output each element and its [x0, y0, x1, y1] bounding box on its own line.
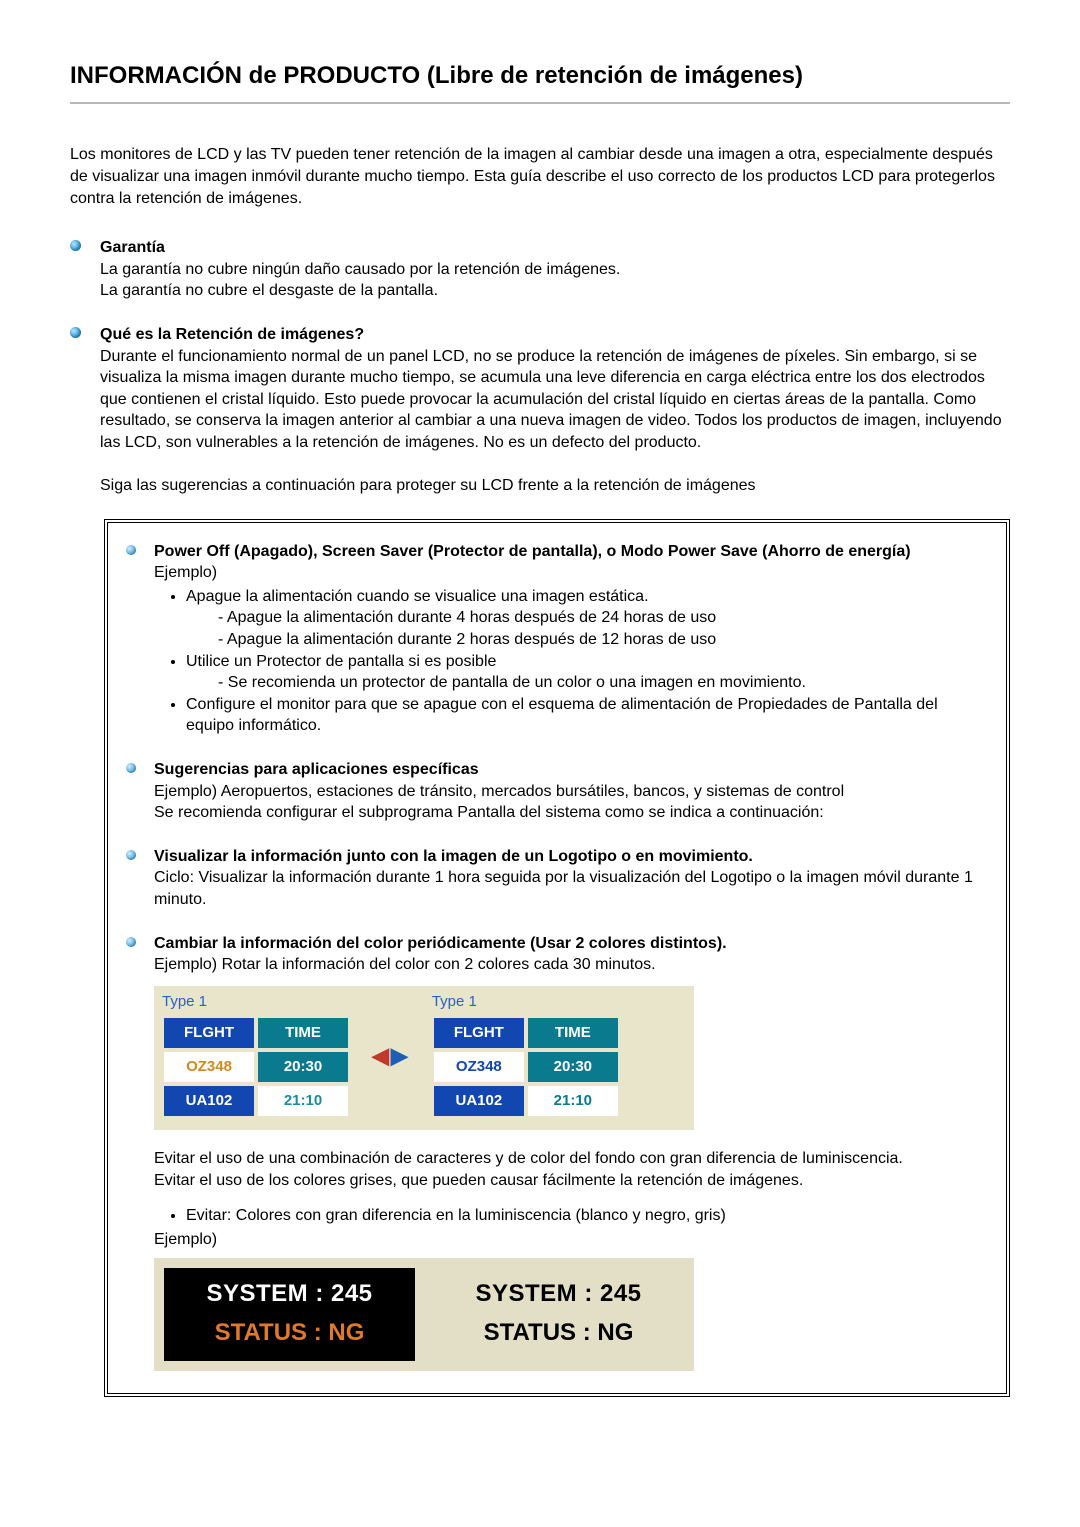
- table-cell: 21:10: [258, 1086, 348, 1116]
- body-text: La garantía no cubre el desgaste de la p…: [100, 280, 1010, 302]
- body-text: La garantía no cubre ningún daño causado…: [100, 259, 1010, 281]
- body-text: Ejemplo): [154, 1229, 984, 1251]
- table-cell: UA102: [164, 1086, 254, 1116]
- body-text: Ciclo: Visualizar la información durante…: [154, 867, 984, 910]
- intro-text: Los monitores de LCD y las TV pueden ten…: [70, 144, 1010, 209]
- body-text: Apague la alimentación cuando se visuali…: [186, 588, 649, 605]
- body-text: Evitar el uso de una combinación de cara…: [154, 1148, 984, 1170]
- swap-arrows-icon: ◀▶: [372, 1041, 410, 1071]
- list-item: Apague la alimentación cuando se visuali…: [186, 586, 984, 651]
- flight-table-left: FLGHT TIME OZ348 20:30 UA102 21:10: [160, 1014, 352, 1120]
- system-text: SYSTEM : 245: [437, 1278, 680, 1310]
- list-item: Evitar: Colores con gran diferencia en l…: [186, 1205, 984, 1227]
- table-cell: 20:30: [258, 1052, 348, 1082]
- list-item: Configure el monitor para que se apague …: [186, 694, 984, 737]
- section-title: Qué es la Retención de imágenes?: [100, 324, 1010, 346]
- table-header: TIME: [528, 1018, 618, 1048]
- box-section-poweroff: Power Off (Apagado), Screen Saver (Prote…: [126, 541, 984, 737]
- table-cell: OZ348: [434, 1052, 524, 1082]
- section-title: Garantía: [100, 237, 1010, 259]
- body-text: Configure el monitor para que se apague …: [186, 696, 938, 735]
- figure-caption: Type 1: [430, 992, 622, 1014]
- bullet-icon: [126, 545, 136, 555]
- body-text: Siga las sugerencias a continuación para…: [100, 475, 1010, 497]
- table-header: FLGHT: [164, 1018, 254, 1048]
- system-status-figure: SYSTEM : 245 STATUS : NG SYSTEM : 245 ST…: [154, 1258, 694, 1371]
- flight-table-right: FLGHT TIME OZ348 20:30 UA102 21:10: [430, 1014, 622, 1120]
- body-text: - Apague la alimentación durante 2 horas…: [186, 629, 984, 651]
- table-cell: 21:10: [528, 1086, 618, 1116]
- bullet-icon: [126, 937, 136, 947]
- body-text: Ejemplo): [154, 562, 984, 584]
- system-box-dark: SYSTEM : 245 STATUS : NG: [164, 1268, 415, 1361]
- title-divider: [70, 102, 1010, 104]
- body-text: Utilice un Protector de pantalla si es p…: [186, 653, 496, 670]
- status-text: STATUS : NG: [168, 1317, 411, 1349]
- table-cell: 20:30: [528, 1052, 618, 1082]
- body-text: Ejemplo) Rotar la información del color …: [154, 954, 984, 976]
- figure-caption: Type 1: [160, 992, 352, 1014]
- box-section-logo: Visualizar la información junto con la i…: [126, 846, 984, 911]
- system-text: SYSTEM : 245: [168, 1278, 411, 1310]
- bullet-icon: [126, 763, 136, 773]
- table-header: FLGHT: [434, 1018, 524, 1048]
- table-cell: OZ348: [164, 1052, 254, 1082]
- box-section-title: Sugerencias para aplicaciones específica…: [154, 759, 984, 781]
- table-header: TIME: [258, 1018, 348, 1048]
- status-text: STATUS : NG: [437, 1317, 680, 1349]
- section-garantia: Garantía La garantía no cubre ningún dañ…: [70, 237, 1010, 302]
- body-text: - Se recomienda un protector de pantalla…: [186, 672, 984, 694]
- table-cell: UA102: [434, 1086, 524, 1116]
- box-section-apps: Sugerencias para aplicaciones específica…: [126, 759, 984, 824]
- box-section-title: Power Off (Apagado), Screen Saver (Prote…: [154, 541, 984, 563]
- body-text: Ejemplo) Aeropuertos, estaciones de trán…: [154, 781, 984, 803]
- box-section-title: Visualizar la información junto con la i…: [154, 846, 984, 868]
- body-text: - Apague la alimentación durante 4 horas…: [186, 607, 984, 629]
- box-section-title: Cambiar la información del color periódi…: [154, 933, 984, 955]
- body-text: Se recomienda configurar el subprograma …: [154, 802, 984, 824]
- bullet-icon: [70, 327, 81, 338]
- body-text: Durante el funcionamiento normal de un p…: [100, 346, 1010, 454]
- page-title: INFORMACIÓN de PRODUCTO (Libre de retenc…: [70, 60, 1010, 92]
- section-que-es: Qué es la Retención de imágenes? Durante…: [70, 324, 1010, 497]
- suggestions-box: Power Off (Apagado), Screen Saver (Prote…: [104, 519, 1010, 1398]
- flight-table-figure: Type 1 FLGHT TIME OZ348 20:30 UA102 21:1…: [154, 986, 694, 1130]
- bullet-icon: [126, 850, 136, 860]
- body-text: Evitar: Colores con gran diferencia en l…: [186, 1207, 726, 1224]
- list-item: Utilice un Protector de pantalla si es p…: [186, 651, 984, 694]
- box-section-colors: Cambiar la información del color periódi…: [126, 933, 984, 1372]
- system-box-light: SYSTEM : 245 STATUS : NG: [433, 1268, 684, 1361]
- bullet-icon: [70, 240, 81, 251]
- body-text: Evitar el uso de los colores grises, que…: [154, 1170, 984, 1192]
